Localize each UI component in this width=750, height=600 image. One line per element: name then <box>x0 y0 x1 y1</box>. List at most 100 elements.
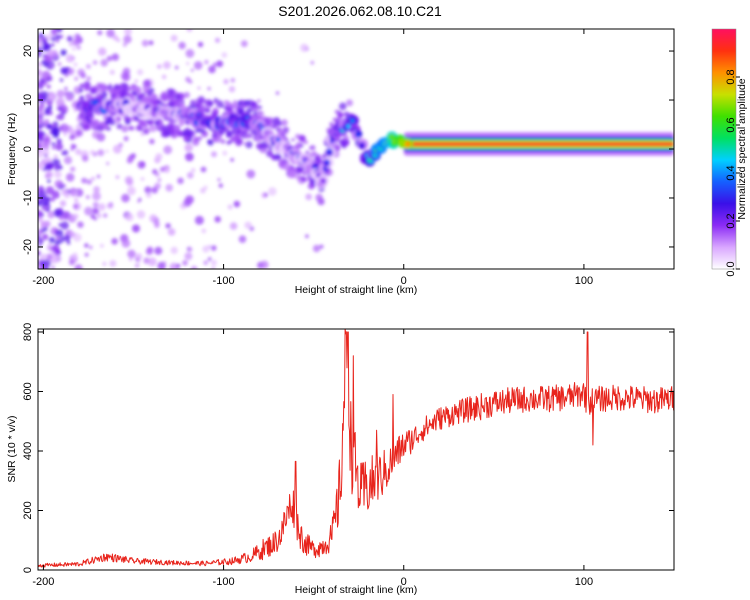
spectrogram-speckle <box>51 126 60 136</box>
spectrogram-speckle <box>73 213 79 219</box>
spectrogram-speckle <box>63 184 66 188</box>
spectrogram-speckle <box>65 93 74 102</box>
x-tick-label: -100 <box>213 275 235 287</box>
spectrogram-halo <box>112 87 121 96</box>
spectrogram-halo <box>305 150 309 154</box>
spectrogram-speckle <box>109 260 117 267</box>
spectrogram-speckle <box>208 65 216 74</box>
spectrogram-speckle <box>190 68 194 72</box>
spectrogram-speckle <box>86 179 92 185</box>
spectrogram-halo <box>278 160 285 168</box>
spectrogram-halo <box>260 141 269 149</box>
spectrogram-speckle <box>103 213 108 218</box>
spectrogram-speckle <box>147 257 157 267</box>
spectrogram-speckle <box>305 193 313 201</box>
spectrogram-halo <box>256 144 261 149</box>
spectrogram-halo <box>78 122 83 126</box>
spectrogram-halo <box>183 91 190 99</box>
spectrogram-speckle <box>38 32 44 38</box>
spectrogram-speckle <box>93 216 98 221</box>
spectrogram-halo <box>172 124 181 133</box>
spectrogram-x-axis-label: Height of straight line (km) <box>295 284 418 296</box>
y-tick-label: -10 <box>22 190 34 206</box>
snr-panel: -200 -100 0 100 0 200 400 600 800 Height of str… <box>6 323 675 596</box>
y-tick-label: 800 <box>22 323 34 341</box>
spectrogram-speckle <box>38 46 43 55</box>
colorbar-tick-label: 0.2 <box>725 213 737 228</box>
spectrogram-speckle <box>68 128 74 134</box>
spectrogram-halo <box>246 129 250 132</box>
spectrogram-speckle <box>127 249 136 259</box>
spectrogram-halo <box>166 88 175 97</box>
spectrogram-speckle <box>48 236 56 244</box>
spectrogram-halo <box>250 101 258 108</box>
spectrogram-speckle <box>44 220 51 228</box>
x-tick-label: -200 <box>32 275 54 287</box>
spectrogram-speckle <box>185 49 195 58</box>
spectrogram-speckle <box>85 195 90 200</box>
spectrogram-speckle <box>132 224 140 233</box>
spectrogram-halo <box>282 126 290 134</box>
spectrogram-halo <box>283 163 292 171</box>
spectrogram-speckle <box>81 177 87 184</box>
spectrogram-halo <box>102 114 108 120</box>
spectrogram-speckle <box>165 184 173 192</box>
spectrogram-speckle <box>45 253 53 261</box>
spectrogram-speckle <box>102 261 107 266</box>
spectrogram-halo <box>288 170 297 178</box>
spectrogram-speckle <box>38 69 43 77</box>
spectrogram-speckle <box>45 186 55 195</box>
spectrogram-speckle <box>59 34 64 39</box>
spectrogram-halo <box>206 104 211 109</box>
spectrogram-halo <box>244 104 249 108</box>
spectrogram-speckle <box>46 84 51 89</box>
spectrogram-speckle <box>184 143 193 152</box>
spectrogram-speckle <box>55 29 63 33</box>
spectrogram-speckle <box>244 221 252 229</box>
spectrogram-halo <box>294 145 300 151</box>
spectrogram-halo <box>121 95 125 99</box>
spectrogram-speckle <box>51 142 56 146</box>
spectrogram-speckle <box>72 39 79 46</box>
spectrogram-speckle <box>60 67 68 75</box>
spectrogram-speckle <box>257 99 261 103</box>
spectrogram-halo <box>105 120 111 126</box>
spectrogram-halo <box>341 112 346 117</box>
spectrogram-speckle <box>177 177 184 185</box>
spectrogram-speckle <box>73 86 82 95</box>
snr-x-ticks: -200 -100 0 100 <box>32 329 593 588</box>
spectrogram-halo <box>243 142 247 146</box>
spectrogram-speckle <box>48 111 53 116</box>
spectrogram-speckle <box>230 78 236 83</box>
spectrogram-speckle <box>55 34 61 40</box>
colorbar-frame <box>711 28 737 270</box>
spectrogram-halo <box>194 128 200 134</box>
x-tick-label: 100 <box>575 275 593 287</box>
spectrogram-speckle <box>156 64 162 69</box>
spectrogram-speckle <box>44 154 48 158</box>
spectrogram-speckle <box>126 186 136 196</box>
spectrogram-speckle <box>210 259 217 266</box>
spectrogram-speckle <box>74 76 79 81</box>
spectrogram-speckle <box>81 155 89 162</box>
spectrogram-speckle <box>38 234 41 240</box>
spectrogram-halo <box>109 120 116 126</box>
spectrogram-speckle <box>229 222 238 230</box>
spectrogram-speckle <box>268 187 277 196</box>
spectrogram-speckle <box>41 233 49 241</box>
spectrogram-halo <box>257 110 261 114</box>
spectrogram-speckle <box>53 154 58 159</box>
spectrogram-halo <box>144 130 148 134</box>
spectrogram-speckle <box>154 246 163 255</box>
spectrogram-halo <box>337 113 343 118</box>
spectrogram-speckle <box>57 113 65 121</box>
spectrogram-speckle <box>113 144 122 154</box>
colorbar-tick-label: 0.6 <box>725 117 737 132</box>
spectrogram-halo <box>273 153 281 161</box>
spectrogram-speckle <box>123 136 129 142</box>
spectrogram-speckle <box>280 119 288 127</box>
spectrogram-halo <box>183 135 189 140</box>
spectrogram-halo <box>312 151 317 156</box>
spectrogram-speckle <box>54 170 62 179</box>
spectrogram-speckle <box>58 215 64 221</box>
